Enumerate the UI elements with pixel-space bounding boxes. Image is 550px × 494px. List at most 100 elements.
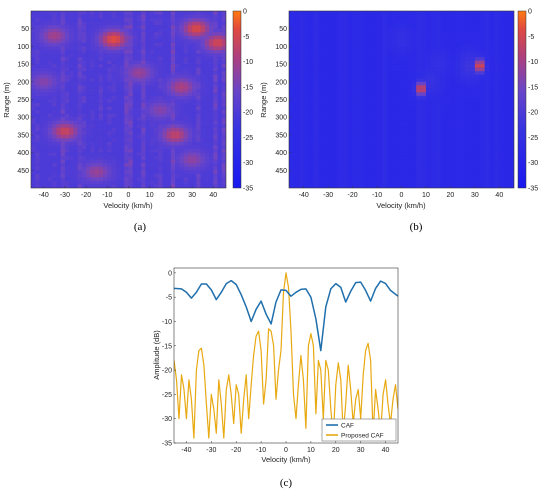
- heatmap-cell: [149, 134, 155, 139]
- heatmap-cell: [445, 124, 451, 129]
- heatmap-cell: [107, 21, 112, 26]
- heatmap-cell: [183, 74, 189, 79]
- heatmap-cell: [293, 92, 300, 97]
- heatmap-cell: [465, 92, 471, 97]
- heatmap-cell: [86, 159, 91, 164]
- heatmap-cell: [60, 92, 66, 97]
- heatmap-cell: [337, 81, 344, 86]
- heatmap-cell: [386, 159, 393, 164]
- heatmap-cell: [145, 85, 150, 90]
- heatmap-cell: [377, 120, 383, 125]
- heatmap-cell: [494, 159, 500, 164]
- heatmap-cell: [47, 71, 53, 76]
- heatmap-cell: [489, 11, 495, 15]
- heatmap-cell: [31, 159, 36, 164]
- heatmap-cell: [132, 95, 138, 100]
- heatmap-cell: [166, 177, 172, 182]
- heatmap-cell: [313, 152, 319, 157]
- heatmap-cell: [460, 99, 466, 104]
- heatmap-cell: [504, 149, 510, 153]
- heatmap-cell: [209, 117, 214, 122]
- heatmap-cell: [179, 173, 184, 178]
- heatmap-cell: [192, 184, 197, 188]
- heatmap-cell: [347, 138, 353, 143]
- heatmap-cell: [377, 53, 383, 58]
- heatmap-cell: [303, 88, 309, 93]
- heatmap-cell: [158, 156, 163, 160]
- heatmap-cell: [81, 124, 87, 129]
- heatmap-cell: [128, 184, 134, 188]
- heatmap-cell: [43, 170, 49, 175]
- heatmap-cell: [352, 124, 358, 129]
- legend-box: [321, 418, 397, 442]
- heatmap-cell: [479, 173, 485, 178]
- heatmap-cell: [64, 149, 70, 153]
- heatmap-cell: [162, 92, 167, 97]
- heatmap-cell: [136, 99, 142, 104]
- heatmap-cell: [289, 42, 295, 47]
- heatmap-cell: [162, 32, 167, 37]
- heatmap-cell: [81, 71, 87, 76]
- heatmap-cell: [47, 138, 53, 143]
- heatmap-cell: [187, 39, 193, 44]
- heatmap-cell: [440, 46, 446, 51]
- heatmap-cell: [494, 141, 500, 146]
- heatmap-cell: [445, 156, 451, 160]
- heatmap-cell: [86, 71, 91, 76]
- heatmap-cell: [386, 145, 393, 150]
- heatmap-cell: [430, 92, 437, 97]
- heatmap-cell: [86, 163, 91, 168]
- heatmap-cell: [128, 99, 134, 104]
- heatmap-cell: [115, 184, 121, 188]
- heatmap-cell: [39, 64, 45, 68]
- heatmap-cell: [333, 141, 339, 146]
- heatmap-cell: [31, 78, 36, 83]
- heatmap-cell: [60, 85, 66, 90]
- heatmap-cell: [298, 21, 304, 26]
- heatmap-cell: [35, 152, 40, 157]
- heatmap-cell: [396, 49, 402, 54]
- heatmap-cell: [162, 166, 167, 171]
- heatmap-cell: [158, 166, 163, 171]
- heatmap-cell: [445, 106, 451, 111]
- heatmap-cell: [425, 88, 432, 93]
- heatmap-cell: [445, 14, 451, 19]
- heatmap-cell: [183, 103, 189, 107]
- heatmap-cell: [98, 159, 104, 164]
- heatmap-cell: [120, 39, 125, 44]
- heatmap-cell: [367, 32, 373, 37]
- heatmap-cell: [504, 173, 510, 178]
- heatmap-cell: [200, 60, 206, 65]
- heatmap-cell: [81, 28, 87, 33]
- heatmap-cell: [484, 131, 490, 136]
- heatmap-cell: [352, 71, 358, 76]
- heatmap-cell: [416, 159, 422, 164]
- heatmap-cell: [308, 25, 314, 29]
- heatmap-cell: [342, 11, 348, 15]
- heatmap-cell: [333, 170, 339, 175]
- heatmap-cell: [103, 67, 108, 72]
- heatmap-cell: [136, 35, 142, 40]
- heatmap-cell: [362, 81, 368, 86]
- heatmap-cell: [337, 74, 344, 79]
- heatmap-cell: [391, 184, 397, 188]
- heatmap-cell: [298, 71, 304, 76]
- heatmap-cell: [352, 177, 358, 182]
- heatmap-cell: [56, 60, 61, 65]
- heatmap-cell: [56, 81, 61, 86]
- heatmap-cell: [381, 14, 388, 19]
- heatmap-cell: [391, 11, 397, 15]
- heatmap-cell: [132, 25, 138, 29]
- heatmap-cell: [111, 18, 117, 22]
- heatmap-cell: [381, 95, 388, 100]
- heatmap-cell: [141, 25, 146, 29]
- heatmap-cell: [162, 103, 167, 107]
- heatmap-cell: [455, 49, 461, 54]
- heatmap-cell: [347, 134, 353, 139]
- heatmap-cell: [39, 78, 45, 83]
- heatmap-cell: [115, 81, 121, 86]
- heatmap-cell: [425, 46, 432, 51]
- heatmap-cell: [162, 131, 167, 136]
- heatmap-cell: [204, 134, 210, 139]
- heatmap-cell: [357, 88, 363, 93]
